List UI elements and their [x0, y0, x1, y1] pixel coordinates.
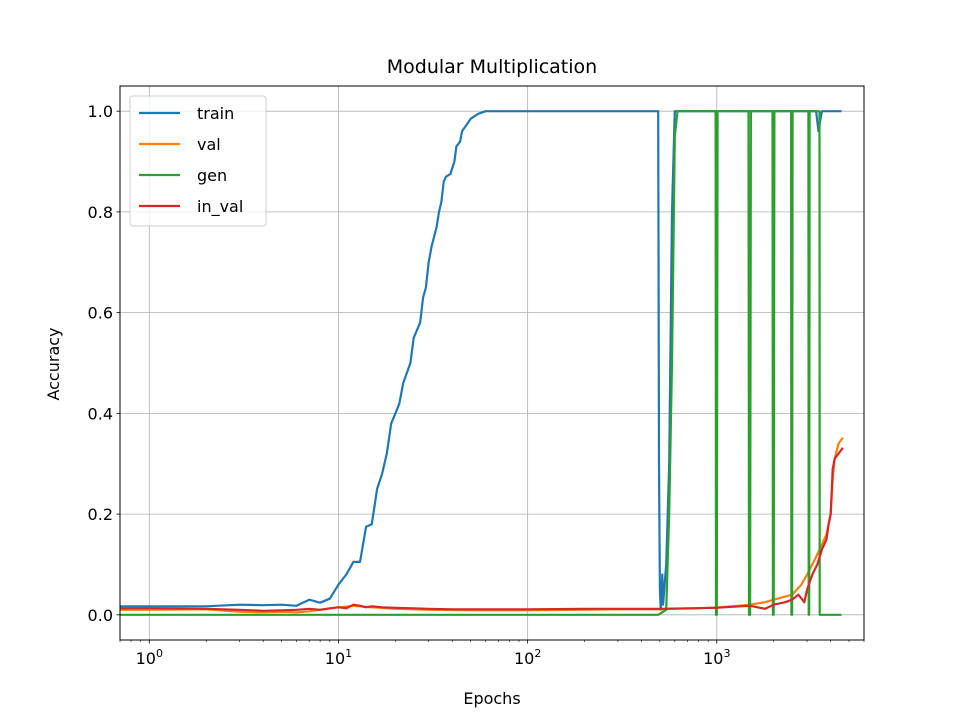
chart-title: Modular Multiplication: [387, 56, 597, 78]
x-tick-label-base: 10: [136, 649, 156, 668]
y-tick-label: 0.2: [88, 505, 113, 524]
x-tick-label-exponent: 2: [534, 647, 541, 660]
y-tick-label: 1.0: [88, 102, 113, 121]
plot-frame: [119, 85, 865, 641]
x-axis-title: Epochs: [463, 689, 520, 708]
legend: train val gen in_val: [129, 95, 267, 227]
x-tick-label: 102: [514, 647, 541, 668]
x-tick-label: 100: [136, 647, 163, 668]
x-tick-label: 103: [703, 647, 730, 668]
y-tick-label: 0.8: [88, 203, 113, 222]
y-tick-label: 0.6: [88, 304, 113, 323]
x-tick-label-exponent: 1: [345, 647, 352, 660]
x-tick-label-base: 10: [325, 649, 345, 668]
y-tick-label: 0.0: [88, 606, 113, 625]
x-tick-label: 101: [325, 647, 352, 668]
series-line-in-val: [120, 447, 844, 612]
x-tick-label-base: 10: [703, 649, 723, 668]
legend-label: train: [197, 104, 234, 123]
legend-label: val: [197, 135, 221, 154]
series-line-train: [120, 110, 842, 611]
series-lines: [120, 110, 844, 616]
series-line-gen: [120, 110, 842, 616]
x-tick-label-exponent: 0: [156, 647, 163, 660]
legend-label: in_val: [197, 197, 243, 217]
x-tick-label-exponent: 3: [723, 647, 730, 660]
y-axis-title: Accuracy: [44, 327, 63, 400]
x-tick-label-base: 10: [514, 649, 534, 668]
legend-box: [129, 95, 267, 227]
legend-label: gen: [197, 166, 227, 185]
y-tick-label: 0.4: [88, 404, 113, 423]
